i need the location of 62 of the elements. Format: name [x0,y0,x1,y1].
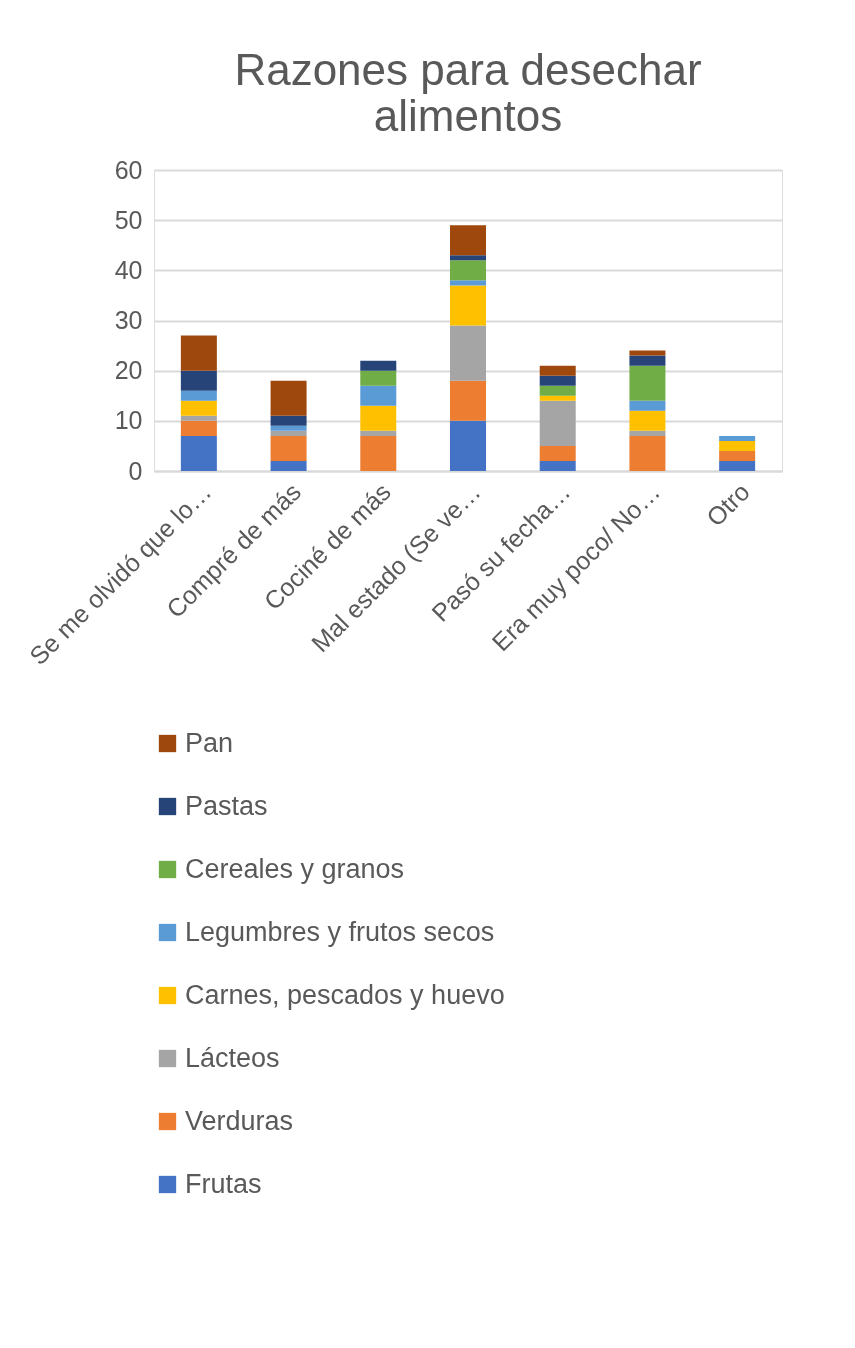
bar [270,430,307,436]
bar [360,405,397,431]
bar [450,325,486,381]
bar [180,420,217,436]
bar [719,435,756,441]
bar [270,460,307,471]
bar [719,460,756,471]
legend-label: Pan [185,727,234,758]
y-tick-label: 40 [114,255,143,284]
bar [629,365,666,401]
bar [629,400,666,411]
bar [719,440,756,451]
bar [629,410,666,431]
bar [450,285,486,326]
y-tick-label: 0 [128,456,143,485]
bar [450,280,486,286]
chart-title: Razones para desechar alimentos [234,45,702,140]
y-tick-label: 10 [114,406,143,435]
bar [270,425,307,431]
bar [539,365,576,376]
bar [539,460,576,471]
bar [180,415,217,421]
y-tick-label: 60 [114,155,143,184]
bar [539,395,576,401]
bar [180,370,217,391]
bar [450,380,486,421]
bar [270,380,307,416]
bar [719,450,756,461]
legend-label: Lácteos [185,1042,280,1073]
legend-label: Legumbres y frutos secos [185,916,495,947]
y-tick-label: 30 [114,306,143,334]
legend-label: Carnes, pescados y huevo [185,979,505,1010]
bar [180,390,217,401]
bar [360,360,397,371]
bar [450,255,486,261]
x-tick-label: Otro [700,477,755,532]
bar [180,400,217,416]
bar [629,430,666,436]
bar [539,400,576,446]
bar [180,335,217,371]
bar [450,225,486,256]
bar [360,430,397,436]
bar [450,420,486,471]
bar [629,435,666,471]
bar [450,260,486,281]
legend-label: Cereales y granos [185,853,405,884]
legend-label: Verduras [185,1105,294,1136]
y-tick-label: 50 [114,205,143,234]
legend-label: Frutas [185,1168,262,1199]
bar [539,445,576,461]
bar [629,350,666,356]
bar [270,415,307,426]
bar [360,385,397,406]
bar [270,435,307,461]
bar [629,355,666,366]
bar [539,375,576,386]
bar [360,370,397,386]
bar [360,435,397,471]
y-tick-label: 20 [114,356,143,385]
legend-label: Pastas [185,790,268,821]
bar [180,435,217,471]
bar [539,385,576,396]
